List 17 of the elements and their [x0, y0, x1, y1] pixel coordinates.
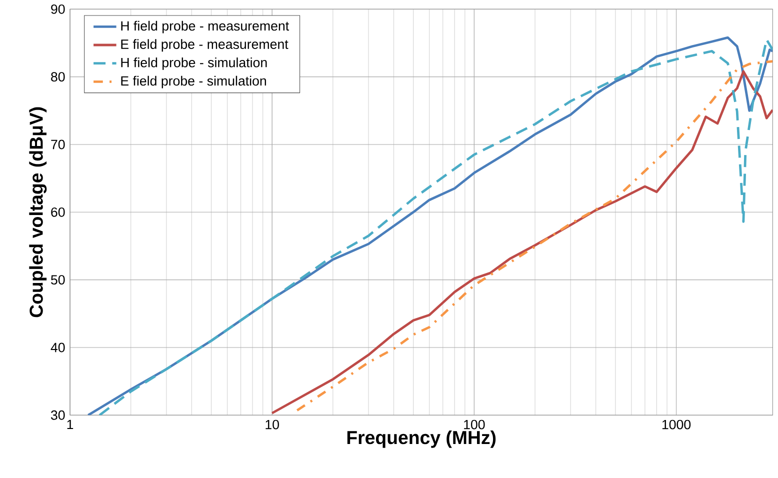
y-tick-label: 60: [51, 208, 65, 217]
legend-label: H field probe - measurement: [121, 20, 289, 34]
y-axis-title: Coupled voltage (dBμV): [29, 107, 47, 318]
x-tick-label: 10: [266, 420, 279, 430]
y-tick-label: 50: [51, 275, 65, 285]
x-tick-label: 1000: [662, 420, 691, 430]
x-tick-label: 1: [67, 420, 74, 430]
y-tick-label: 40: [50, 342, 65, 352]
legend-label: E field probe - measurement: [121, 39, 288, 52]
x-axis-title: Frequency (MHz): [347, 430, 496, 448]
y-tick-label: 30: [50, 410, 65, 420]
y-tick-label: 80: [51, 72, 65, 82]
legend-label: E field probe - simulation: [121, 76, 266, 88]
legend-label: H field probe - simulation: [121, 58, 267, 70]
x-tick-label: 100: [464, 420, 485, 430]
y-tick-label: 70: [51, 140, 65, 150]
y-tick-label: 90: [51, 4, 65, 14]
